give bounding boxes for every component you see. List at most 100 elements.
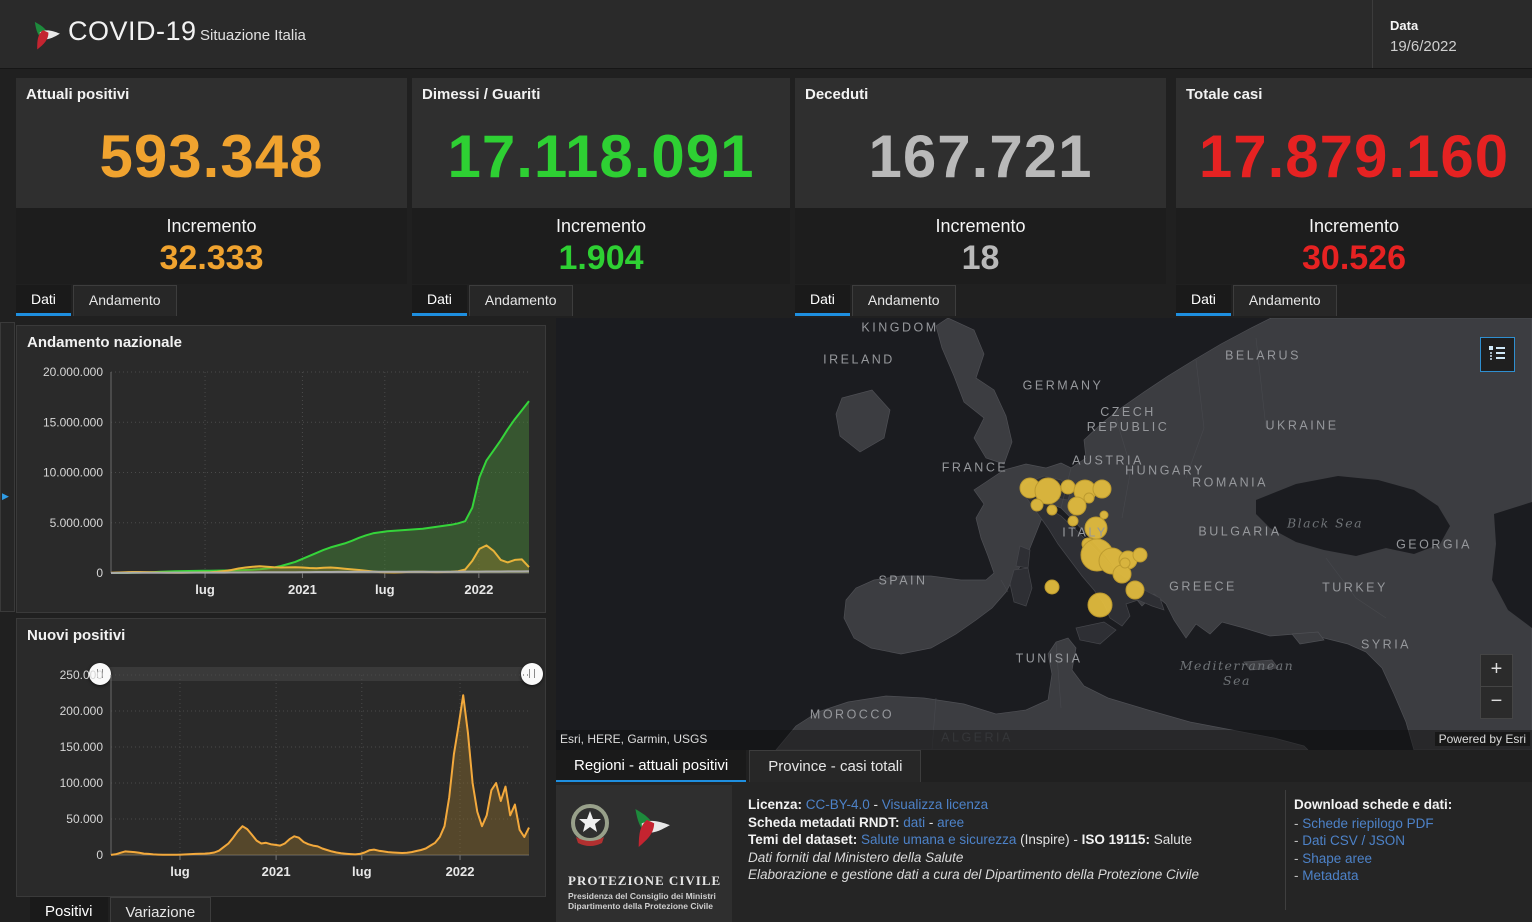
legend-icon bbox=[1489, 346, 1505, 360]
landmass-ireland bbox=[835, 389, 891, 453]
map-attribution-bar: Esri, HERE, Garmin, USGS Powered by Esri bbox=[556, 730, 1532, 750]
slider-handle-right[interactable] bbox=[521, 663, 543, 685]
download-link[interactable]: Dati CSV / JSON bbox=[1302, 833, 1406, 848]
footer-divider bbox=[1285, 790, 1286, 910]
map-tabs: Regioni - attuali positivi Province - ca… bbox=[556, 750, 922, 783]
card-deceduti: Deceduti 167.721 Incremento 18 bbox=[795, 78, 1166, 284]
tab-regioni-attuali-positivi[interactable]: Regioni - attuali positivi bbox=[556, 750, 747, 783]
tab-positivi[interactable]: Positivi bbox=[30, 897, 108, 922]
map-label: TURKEY bbox=[1322, 580, 1388, 595]
date-value: 19/6/2022 bbox=[1390, 38, 1457, 55]
card-value: 593.348 bbox=[99, 123, 324, 190]
tab-province-casi-totali[interactable]: Province - casi totali bbox=[749, 750, 922, 783]
map-label: BELARUS bbox=[1225, 348, 1301, 363]
tab-dati[interactable]: Dati bbox=[795, 285, 850, 316]
info-link[interactable]: Visualizza licenza bbox=[881, 797, 989, 812]
legend-button[interactable] bbox=[1480, 337, 1515, 372]
info-line: Dati forniti dal Ministero della Salute bbox=[748, 849, 1278, 867]
download-line: - Metadata bbox=[1294, 868, 1359, 883]
tab-variazione[interactable]: Variazione bbox=[109, 897, 212, 922]
svg-text:lug: lug bbox=[170, 864, 190, 879]
map-label: TUNISIA bbox=[1015, 651, 1083, 666]
increment-label: Incremento bbox=[166, 216, 257, 236]
info-link[interactable]: dati bbox=[903, 814, 926, 830]
page-title: COVID-19 bbox=[68, 16, 197, 46]
tab-andamento[interactable]: Andamento bbox=[851, 285, 956, 316]
svg-text:15.000.000: 15.000.000 bbox=[43, 415, 103, 429]
region-bubble bbox=[1092, 479, 1112, 499]
download-link[interactable]: Metadata bbox=[1302, 868, 1359, 883]
tab-dati[interactable]: Dati bbox=[412, 285, 467, 316]
expand-arrow-icon: ▶ bbox=[2, 491, 9, 501]
map-label: ITALY bbox=[1062, 525, 1108, 540]
svg-text:0: 0 bbox=[96, 566, 103, 580]
card-value: 167.721 bbox=[868, 123, 1093, 190]
logo-subtitle: Presidenza del Consiglio dei Ministri Di… bbox=[568, 891, 716, 911]
increment-value: 18 bbox=[961, 239, 1000, 277]
tab-dati[interactable]: Dati bbox=[16, 285, 71, 316]
svg-text:200.000: 200.000 bbox=[60, 704, 104, 718]
card2-tabs: Dati Andamento bbox=[412, 285, 573, 316]
time-range-slider[interactable] bbox=[99, 667, 531, 681]
card-totale-casi: Totale casi 17.879.160 Incremento 30.526 bbox=[1176, 78, 1532, 284]
svg-text:5.000.000: 5.000.000 bbox=[50, 516, 104, 530]
map-label: KINGDOM bbox=[861, 320, 939, 335]
info-link[interactable]: Salute umana e sicurezza bbox=[861, 832, 1017, 847]
map-label: MOROCCO bbox=[809, 707, 895, 722]
download-link[interactable]: Shape aree bbox=[1302, 850, 1373, 866]
region-bubbles bbox=[1019, 477, 1148, 618]
info-link[interactable]: aree bbox=[937, 814, 965, 830]
svg-text:250.000: 250.000 bbox=[60, 668, 104, 682]
info-text: Licenza: bbox=[748, 797, 806, 812]
info-text: - bbox=[869, 797, 882, 812]
tab-andamento[interactable]: Andamento bbox=[72, 285, 177, 316]
card-value: 17.879.160 bbox=[1198, 123, 1510, 190]
region-bubble bbox=[1044, 579, 1060, 595]
header: COVID-19 Situazione Italia Data 19/6/202… bbox=[0, 0, 1532, 69]
left-panel-expander[interactable]: ▶ bbox=[0, 322, 15, 612]
map-label: Black Sea bbox=[1286, 515, 1364, 531]
protezione-civile-triangle-icon bbox=[635, 808, 670, 847]
map-layers bbox=[775, 318, 1532, 750]
map-zoom-in-button[interactable]: + bbox=[1480, 654, 1513, 687]
powered-by-esri: Powered by Esri bbox=[1434, 732, 1530, 746]
download-link[interactable]: Schede riepilogo PDF bbox=[1302, 815, 1434, 831]
region-bubble bbox=[1125, 580, 1145, 600]
svg-text:50.000: 50.000 bbox=[66, 812, 103, 826]
region-bubble bbox=[1132, 547, 1148, 563]
andamento-nazionale-chart[interactable]: 20.000.000 15.000.000 10.000.000 5.000.000 0… bbox=[21, 358, 541, 610]
landmass-corsica bbox=[1015, 545, 1031, 569]
page-subtitle: Situazione Italia bbox=[200, 27, 306, 44]
map-label: GERMANY bbox=[1022, 378, 1104, 393]
black-sea bbox=[1256, 476, 1450, 556]
italy-emblem-icon bbox=[571, 804, 609, 846]
map-canvas[interactable]: KINGDOM IRELAND BELARUS GERMANY CZECH REPUBL… bbox=[556, 318, 1532, 750]
tab-andamento[interactable]: Andamento bbox=[1232, 285, 1337, 316]
landmass-britain bbox=[935, 318, 1013, 465]
card-label: Totale casi bbox=[1186, 86, 1263, 103]
logo-subtitle-line2: Dipartimento della Protezione Civile bbox=[568, 901, 714, 911]
chart-title: Andamento nazionale bbox=[27, 334, 183, 351]
svg-text:20.000.000: 20.000.000 bbox=[43, 365, 103, 379]
region-bubble bbox=[1067, 515, 1079, 527]
nuovi-positivi-chart[interactable]: 250.000 200.000 150.000 100.000 50.000 0 lug 20… bbox=[21, 667, 541, 889]
tab-dati[interactable]: Dati bbox=[1176, 285, 1231, 316]
increment-value: 32.333 bbox=[159, 239, 264, 277]
protezione-civile-logo-block: PROTEZIONE CIVILE Presidenza del Consigl… bbox=[556, 785, 732, 922]
landmass-crete bbox=[1243, 659, 1279, 671]
svg-text:100.000: 100.000 bbox=[60, 776, 104, 790]
map-label: Mediterranean Sea bbox=[1179, 658, 1295, 688]
map-zoom-out-button[interactable]: − bbox=[1480, 686, 1513, 719]
footer: PROTEZIONE CIVILE Presidenza del Consigl… bbox=[556, 782, 1532, 922]
card-dimessi-guariti: Dimessi / Guariti 17.118.091 Incremento … bbox=[412, 78, 790, 284]
map-attribution: Esri, HERE, Garmin, USGS bbox=[560, 732, 708, 746]
map-label: UKRAINE bbox=[1265, 418, 1339, 433]
map-label: IRELAND bbox=[823, 352, 895, 367]
chart-title: Nuovi positivi bbox=[27, 627, 126, 644]
tab-andamento[interactable]: Andamento bbox=[468, 285, 573, 316]
info-link[interactable]: CC-BY-4.0 bbox=[805, 797, 870, 812]
landmass-cyprus bbox=[1291, 631, 1325, 645]
slider-handle-left[interactable] bbox=[89, 663, 111, 685]
landmass-sicily bbox=[1075, 621, 1117, 645]
